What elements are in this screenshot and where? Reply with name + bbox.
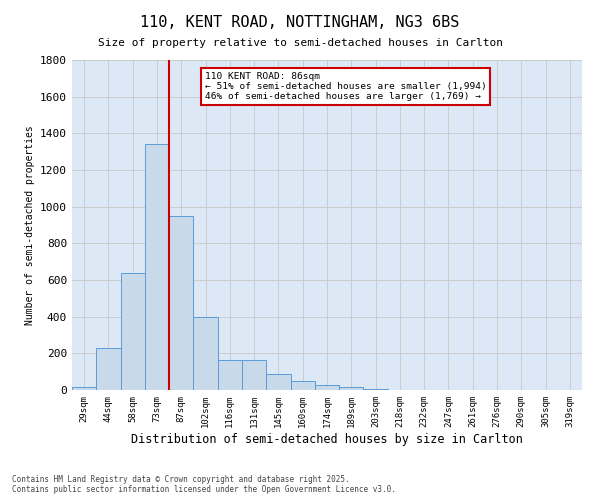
Bar [266,374,290,390]
Text: Contains HM Land Registry data © Crown copyright and database right 2025.
Contai: Contains HM Land Registry data © Crown c… [12,474,396,494]
Bar [145,144,169,390]
Bar [218,360,242,390]
Text: 110, KENT ROAD, NOTTINGHAM, NG3 6BS: 110, KENT ROAD, NOTTINGHAM, NG3 6BS [140,15,460,30]
Bar [169,216,193,390]
Bar [339,387,364,390]
Bar [242,360,266,390]
Y-axis label: Number of semi-detached properties: Number of semi-detached properties [25,125,35,325]
Text: 110 KENT ROAD: 86sqm
← 51% of semi-detached houses are smaller (1,994)
46% of se: 110 KENT ROAD: 86sqm ← 51% of semi-detac… [205,72,487,102]
Bar [96,348,121,390]
Bar [364,389,388,390]
X-axis label: Distribution of semi-detached houses by size in Carlton: Distribution of semi-detached houses by … [131,432,523,446]
Text: Size of property relative to semi-detached houses in Carlton: Size of property relative to semi-detach… [97,38,503,48]
Bar [193,316,218,390]
Bar [121,272,145,390]
Bar [315,386,339,390]
Bar [72,387,96,390]
Bar [290,381,315,390]
